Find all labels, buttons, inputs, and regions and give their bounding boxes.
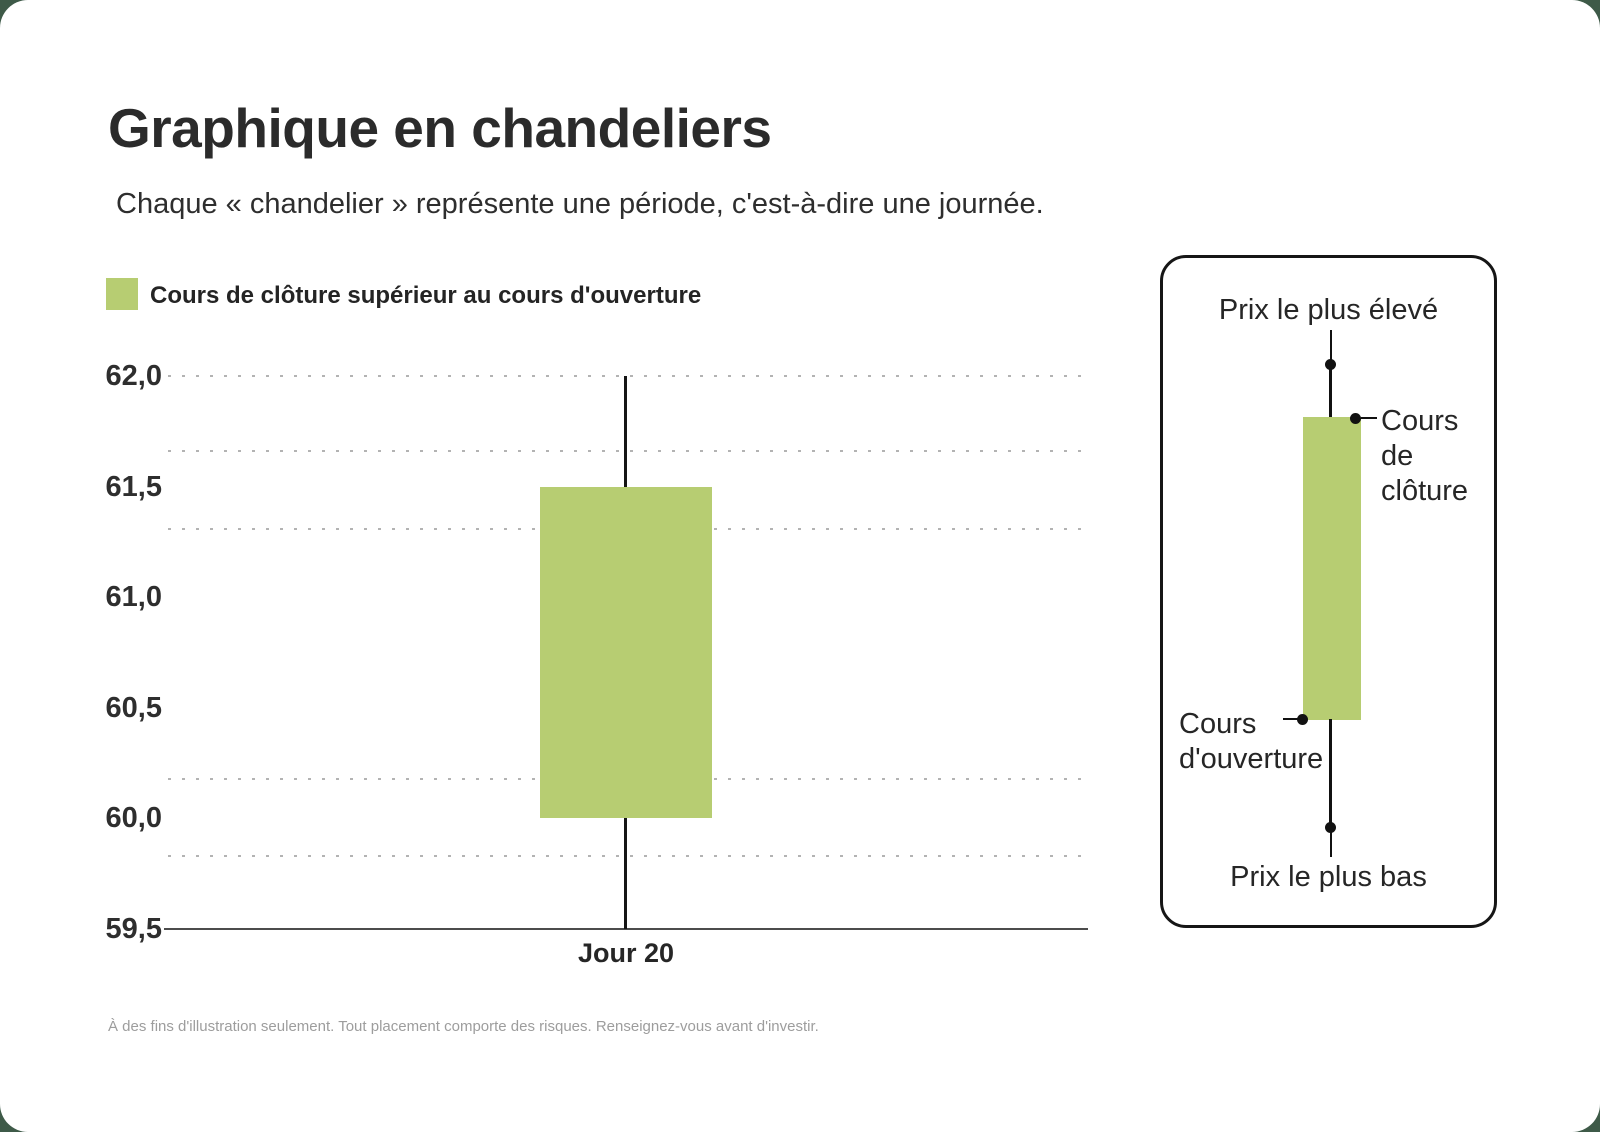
page-title: Graphique en chandeliers <box>108 97 772 159</box>
explainer-panel: Prix le plus élevé Cours de clôture Cour… <box>1160 255 1497 928</box>
gridline <box>168 450 1088 453</box>
close-label-line: de <box>1381 440 1414 472</box>
high-leader-line <box>1330 330 1332 366</box>
legend-swatch <box>106 278 138 310</box>
gridline <box>168 375 1088 377</box>
y-tick-label: 60,5 <box>105 691 162 724</box>
x-axis-line <box>164 928 1088 930</box>
y-tick-label: 60,0 <box>105 802 162 835</box>
legend-label: Cours de clôture supérieur au cours d'ou… <box>150 282 702 309</box>
close-price-label: Cours de clôture <box>1381 404 1468 509</box>
page-subtitle: Chaque « chandelier » représente une pér… <box>116 188 1044 220</box>
low-leader-line <box>1330 831 1332 857</box>
low-price-label: Prix le plus bas <box>1230 861 1427 893</box>
high-price-label: Prix le plus élevé <box>1218 294 1439 326</box>
open-point-dot <box>1297 714 1308 725</box>
y-tick-label: 59,5 <box>105 913 162 945</box>
open-leader-line <box>1283 718 1299 720</box>
y-tick-label: 62,0 <box>105 360 162 392</box>
close-label-line: Cours <box>1381 405 1459 437</box>
close-label-line: clôture <box>1381 475 1469 507</box>
open-label-line: d'ouverture <box>1179 743 1324 775</box>
candle-body <box>540 486 712 819</box>
diagram-lower-wick <box>1329 719 1332 829</box>
disclaimer-text: À des fins d'illustration seulement. Tou… <box>108 1018 819 1035</box>
y-tick-label: 61,5 <box>105 470 162 503</box>
diagram-candle-body <box>1303 417 1361 720</box>
close-point-dot <box>1350 413 1361 424</box>
gridline <box>168 855 1088 857</box>
low-point-dot <box>1325 822 1336 833</box>
diagram-upper-wick <box>1329 364 1332 418</box>
open-label-line: Cours <box>1179 708 1257 740</box>
open-price-label: Cours d'ouverture <box>1179 707 1323 777</box>
y-tick-label: 61,0 <box>105 581 162 614</box>
close-leader-line <box>1361 417 1377 419</box>
x-tick-label: Jour 20 <box>577 938 675 968</box>
